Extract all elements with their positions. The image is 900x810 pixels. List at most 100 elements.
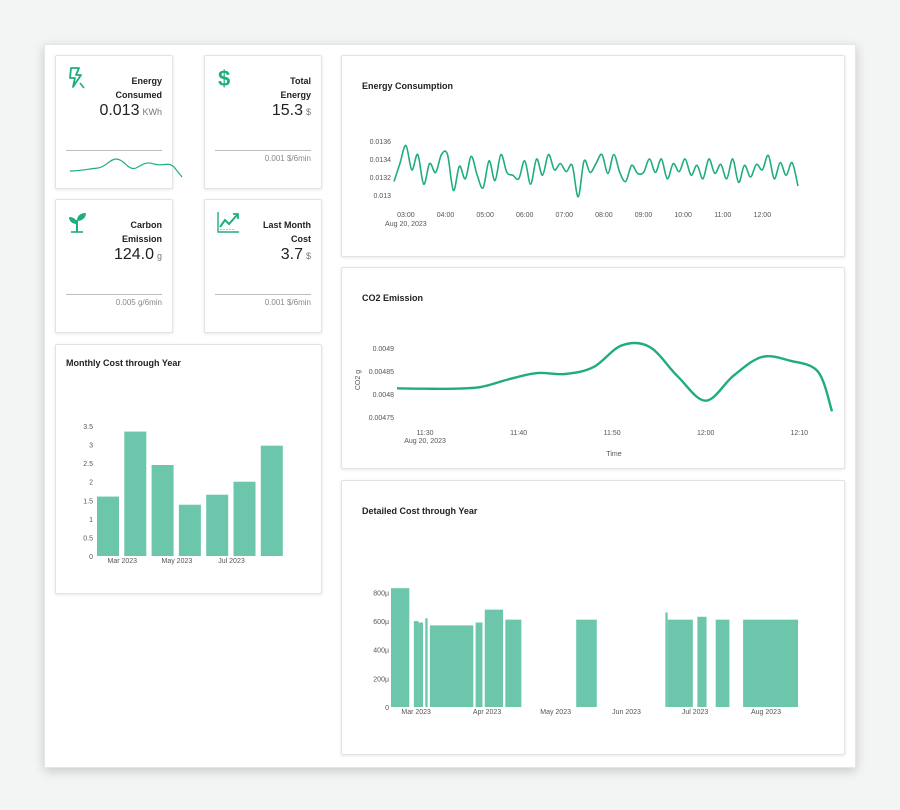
y-tick-label: 0.013: [373, 193, 391, 200]
kpi-rate: 0.001 $/6min: [264, 154, 311, 163]
chart-title: Detailed Cost through Year: [362, 506, 478, 516]
cost-bar-segment: [715, 619, 730, 707]
co2-emission-card: CO2 Emission 0.0049 0.00485 0.0048 0.00475 1…: [341, 267, 845, 469]
y-tick-label: 3: [89, 443, 93, 450]
x-date-label: Aug 20, 2023: [385, 221, 427, 228]
cost-bar-segment: [667, 619, 693, 707]
bar-feb-2023: [97, 496, 119, 556]
y-tick-label: 0.0132: [370, 175, 392, 182]
cost-bar-segment: [665, 612, 668, 707]
x-tick-label: Apr 2023: [473, 709, 502, 716]
kpi-unit: g: [156, 251, 162, 261]
plant-icon: [69, 213, 86, 233]
x-tick-label: 10:00: [674, 212, 692, 219]
x-tick-label: Mar 2023: [401, 709, 431, 716]
y-tick-label: 0.0048: [373, 392, 395, 399]
x-tick-label: Aug 2023: [751, 709, 781, 716]
kpi-unit: KWh: [142, 107, 162, 117]
y-tick-label: 0.5: [83, 535, 93, 542]
cost-bar-segment: [743, 619, 798, 707]
kpi-title: Last Month Cost: [263, 220, 311, 244]
x-tick-label: Jul 2023: [682, 709, 709, 716]
x-axis-title: Time: [606, 451, 621, 458]
y-tick-label: 1: [89, 517, 93, 524]
x-tick-label: 06:00: [516, 212, 534, 219]
kpi-value: 3.7 $: [280, 246, 311, 263]
x-tick-label: Mar 2023: [108, 558, 138, 565]
lightning-icon: [69, 67, 85, 89]
x-date-label: Aug 20, 2023: [404, 438, 446, 445]
bar-mar-2023: [124, 431, 147, 556]
y-tick-label: 0.00475: [369, 415, 394, 422]
kpi-value: 124.0 g: [113, 246, 162, 263]
x-tick-label: 12:00: [754, 212, 772, 219]
chart-title: Monthly Cost through Year: [66, 358, 181, 368]
kpi-unit: $: [305, 251, 311, 261]
energy-series-line: [393, 144, 799, 198]
detailed-cost-card: Detailed Cost through Year 800µ 600µ 400µ 2…: [341, 480, 845, 755]
monthly-cost-chart[interactable]: 3.5 3 2.5 2 1.5 1 0.5 0 Mar 2023 May 2023 Jul 2023: [56, 345, 321, 593]
kpi-rate: 0.005 g/6min: [115, 298, 162, 307]
cost-bar-segment: [418, 622, 424, 707]
cost-bar-segment: [429, 625, 474, 707]
kpi-unit: $: [305, 107, 311, 117]
x-tick-label: 11:40: [510, 430, 527, 437]
x-tick-label: 07:00: [556, 212, 574, 219]
detailed-cost-chart[interactable]: 800µ 600µ 400µ 200µ 0 Mar 2023 Apr 2023 May 202…: [342, 481, 844, 754]
bar-jul-2023: [233, 481, 256, 556]
kpi-divider: [215, 294, 311, 295]
kpi-rate: 0.001 $/6min: [264, 298, 311, 307]
bar-apr-2023: [151, 465, 174, 556]
y-tick-label: 0.0049: [373, 346, 395, 353]
y-axis-title: CO2 g: [355, 370, 362, 390]
x-tick-label: 12:00: [697, 430, 715, 437]
y-tick-label: 1.5: [83, 498, 93, 505]
kpi-value: 15.3 $: [271, 102, 311, 119]
kpi-title: Carbon Emission: [121, 220, 162, 244]
y-tick-label: 0: [385, 705, 389, 712]
x-tick-label: 03:00: [397, 212, 415, 219]
kpi-title: Energy Consumed: [115, 76, 162, 100]
svg-text:$: $: [218, 66, 230, 90]
y-tick-label: 0.0134: [370, 157, 392, 164]
cost-bar-segment: [697, 616, 707, 707]
y-tick-label: 600µ: [373, 619, 389, 626]
trend-chart-icon: [217, 212, 239, 233]
dollar-icon: $: [218, 66, 230, 90]
energy-consumption-card: Energy Consumption 0.0136 0.0134 0.0132 0.0…: [341, 55, 845, 257]
x-tick-label: Jun 2023: [612, 709, 641, 716]
chart-title: Energy Consumption: [362, 81, 454, 91]
cost-bar-segment: [576, 619, 597, 707]
y-tick-label: 0.0136: [370, 139, 392, 146]
cost-bar-segment: [391, 588, 410, 707]
x-tick-label: 11:30: [417, 430, 434, 437]
kpi-value: 0.013 KWh: [99, 102, 162, 119]
chart-title: CO2 Emission: [362, 293, 424, 303]
x-tick-label: 04:00: [437, 212, 455, 219]
y-tick-label: 3.5: [83, 424, 93, 431]
kpi-title: Total Energy: [280, 76, 311, 100]
x-tick-label: 09:00: [635, 212, 653, 219]
kpi-divider: [215, 150, 311, 151]
y-tick-label: 800µ: [373, 590, 389, 597]
co2-emission-chart[interactable]: 0.0049 0.00485 0.0048 0.00475 11:30 11:40 11:5…: [342, 268, 844, 468]
y-tick-label: 0.00485: [369, 369, 394, 376]
monthly-cost-card: Monthly Cost through Year 3.5 3 2.5 2 1.5 1 0.…: [55, 344, 322, 594]
bar-aug-2023: [260, 445, 283, 556]
cost-bar-segment: [484, 609, 504, 707]
cost-bar-segment: [505, 619, 522, 707]
bar-jun-2023: [206, 494, 229, 556]
kpi-card-energy-consumed: Energy Consumed 0.013 KWh: [55, 55, 183, 189]
energy-consumption-chart[interactable]: 0.0136 0.0134 0.0132 0.013 03:00 04:00 05:00 06…: [342, 56, 844, 256]
x-tick-label: 11:00: [714, 212, 731, 219]
y-tick-label: 2: [89, 480, 93, 487]
cost-bar-segment: [425, 618, 428, 707]
x-tick-label: 05:00: [476, 212, 494, 219]
x-tick-label: 11:50: [604, 430, 621, 437]
x-tick-label: Jul 2023: [218, 558, 245, 565]
kpi-card-carbon-emission: Carbon Emission 124.0 g 0.005 g/6min: [55, 199, 173, 333]
x-tick-label: 12:10: [790, 430, 808, 437]
y-tick-label: 400µ: [373, 648, 389, 655]
kpi-card-last-month-cost: Last Month Cost 3.7 $ 0.001 $/6min: [204, 199, 322, 333]
cost-bar-segment: [475, 622, 483, 707]
